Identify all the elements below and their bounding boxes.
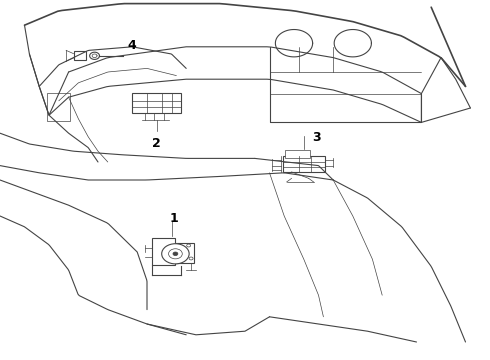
Bar: [132, 93, 181, 112]
Text: 3: 3: [312, 131, 320, 144]
Bar: [152, 238, 175, 265]
Bar: [175, 243, 194, 263]
Bar: [285, 150, 311, 158]
Text: 4: 4: [127, 39, 136, 52]
Bar: [47, 93, 70, 121]
Circle shape: [173, 252, 178, 256]
Text: 1: 1: [170, 212, 178, 225]
FancyBboxPatch shape: [74, 51, 86, 60]
Bar: [283, 156, 324, 172]
Circle shape: [162, 244, 189, 264]
Circle shape: [169, 249, 182, 259]
Text: 2: 2: [152, 137, 161, 150]
Circle shape: [187, 244, 191, 247]
Circle shape: [189, 257, 193, 260]
